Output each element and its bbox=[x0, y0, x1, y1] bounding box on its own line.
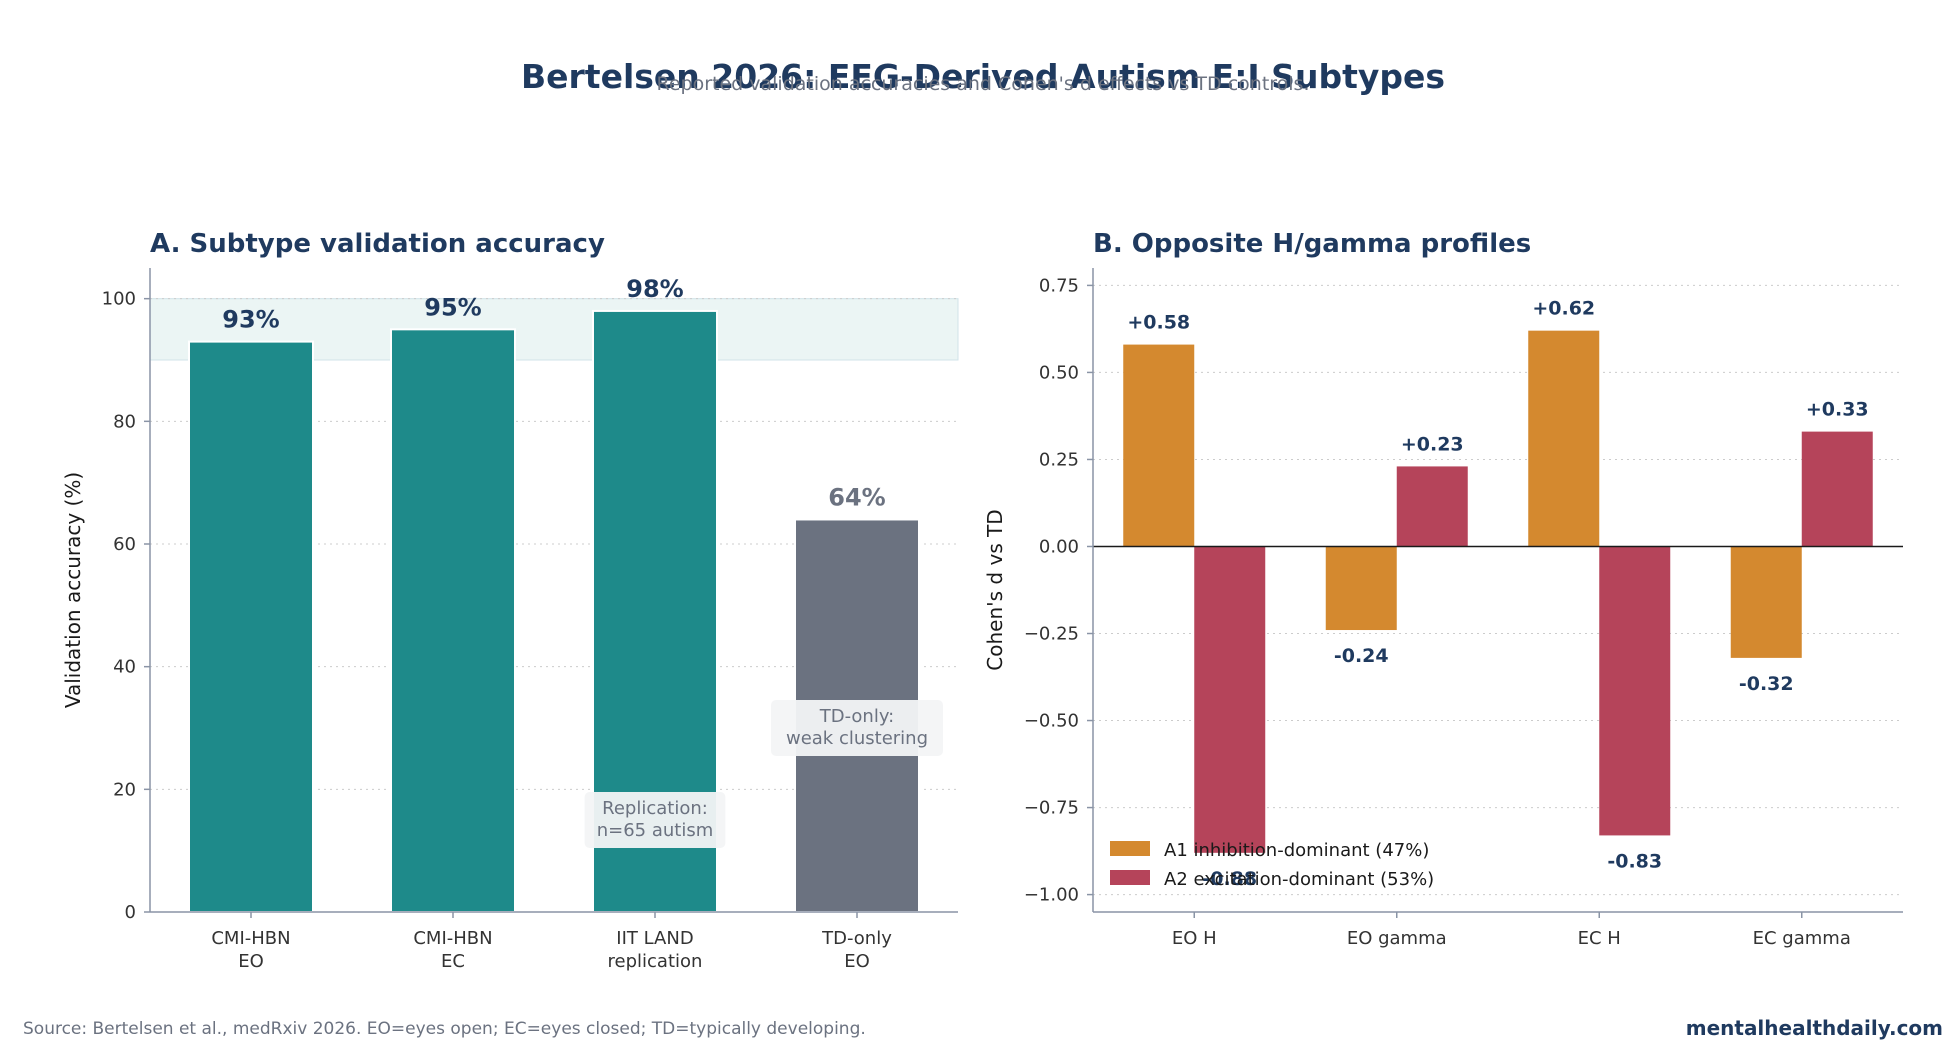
panel-b-y-tick-label: −0.25 bbox=[1024, 624, 1079, 645]
panel-a-category-label: TD-only bbox=[821, 928, 892, 949]
panel-b-category-label: EO H bbox=[1172, 928, 1217, 949]
panel-a-category-label: CMI-HBN bbox=[211, 928, 290, 949]
panel-a-bar bbox=[390, 328, 516, 914]
panel-a-y-tick-label: 20 bbox=[113, 779, 136, 800]
panel-b-y-tick-label: −0.75 bbox=[1024, 798, 1079, 819]
panel-a-value-label: 93% bbox=[222, 306, 279, 334]
panel-a-annotation-text: n=65 autism bbox=[597, 820, 714, 841]
panel-b-category-label: EC H bbox=[1578, 928, 1621, 949]
panel-b-value-label: -0.24 bbox=[1334, 645, 1389, 667]
panel-b-bar bbox=[1396, 466, 1468, 547]
panel-b-bar bbox=[1599, 546, 1671, 836]
panel-b-cohens-d-chart: B. Opposite H/gamma profiles Cohen's d v… bbox=[983, 229, 1903, 949]
panel-b-y-tick-label: 0.25 bbox=[1039, 449, 1079, 470]
panel-a-annotation-text: Replication: bbox=[602, 798, 708, 819]
panel-b-value-label: +0.62 bbox=[1532, 298, 1595, 320]
figure-title: Bertelsen 2026: EEG-Derived Autism E:I S… bbox=[521, 57, 1445, 96]
source-note: Source: Bertelsen et al., medRxiv 2026. … bbox=[23, 1019, 866, 1039]
panel-b-value-label: -0.32 bbox=[1739, 673, 1794, 695]
panel-a-value-label: 64% bbox=[828, 483, 885, 511]
panel-a-annotation-box bbox=[771, 700, 943, 756]
panel-a-annotation-text: TD-only: bbox=[819, 706, 895, 727]
panel-a-y-axis-label: Validation accuracy (%) bbox=[61, 472, 85, 708]
panel-a-y-tick-label: 60 bbox=[113, 534, 136, 555]
panel-b-y-axis-label: Cohen's d vs TD bbox=[983, 509, 1007, 670]
panel-b-value-label: -0.83 bbox=[1607, 850, 1662, 872]
panel-b-bar bbox=[1123, 344, 1195, 547]
panel-a-category-label: IIT LAND bbox=[616, 928, 693, 949]
panel-b-legend: A1 inhibition-dominant (47%) A2 excitatio… bbox=[1110, 840, 1434, 890]
panel-b-y-tick-label: −1.00 bbox=[1024, 885, 1079, 906]
panel-a-y-tick-label: 40 bbox=[113, 657, 136, 678]
legend-label: A2 excitation-dominant (53%) bbox=[1164, 869, 1434, 890]
panel-b-y-tick-label: −0.50 bbox=[1024, 711, 1079, 732]
panel-b-y-tick-label: 0.50 bbox=[1039, 362, 1079, 383]
panel-a-value-label: 95% bbox=[424, 293, 481, 321]
brand-label: mentalhealthdaily.com bbox=[1686, 1016, 1943, 1040]
panel-b-category-label: EC gamma bbox=[1753, 928, 1851, 949]
legend-label: A1 inhibition-dominant (47%) bbox=[1164, 840, 1429, 861]
panel-b-value-label: +0.58 bbox=[1127, 312, 1190, 334]
panel-b-bar bbox=[1325, 546, 1397, 631]
panel-a-y-tick-label: 80 bbox=[113, 411, 136, 432]
panel-b-value-label: +0.33 bbox=[1806, 399, 1869, 421]
figure-subtitle: Reported validation accuracies and Cohen… bbox=[656, 73, 1309, 95]
panel-b-value-label: +0.23 bbox=[1401, 433, 1464, 455]
panel-b-value-label: -0.88 bbox=[1202, 868, 1257, 890]
panel-b-y-tick-label: 0.00 bbox=[1039, 536, 1079, 557]
panel-a-category-label: CMI-HBN bbox=[413, 928, 492, 949]
panel-a-bar bbox=[188, 340, 314, 914]
panel-a-category-label: EC bbox=[441, 951, 465, 972]
panel-a-annotation-box bbox=[584, 792, 726, 848]
panel-b-bar bbox=[1730, 546, 1802, 658]
panel-a-accuracy-chart: A. Subtype validation accuracy Validatio… bbox=[61, 229, 959, 972]
panel-a-category-label: EO bbox=[844, 951, 870, 972]
legend-swatch bbox=[1110, 841, 1150, 856]
panel-a-title: A. Subtype validation accuracy bbox=[150, 229, 605, 259]
panel-a-y-tick-label: 0 bbox=[125, 902, 136, 923]
panel-b-bar bbox=[1528, 330, 1600, 547]
panel-a-value-label: 98% bbox=[626, 275, 683, 303]
panel-b-y-tick-label: 0.75 bbox=[1039, 275, 1079, 296]
panel-a-y-tick-label: 100 bbox=[102, 289, 136, 310]
panel-b-bar bbox=[1194, 546, 1266, 853]
panel-a-annotation-text: weak clustering bbox=[786, 728, 928, 749]
legend-swatch bbox=[1110, 870, 1150, 885]
panel-b-title: B. Opposite H/gamma profiles bbox=[1093, 229, 1531, 259]
panel-a-category-label: EO bbox=[238, 951, 264, 972]
panel-b-category-label: EO gamma bbox=[1347, 928, 1447, 949]
panel-b-bar bbox=[1801, 431, 1873, 547]
panel-a-category-label: replication bbox=[608, 951, 703, 972]
